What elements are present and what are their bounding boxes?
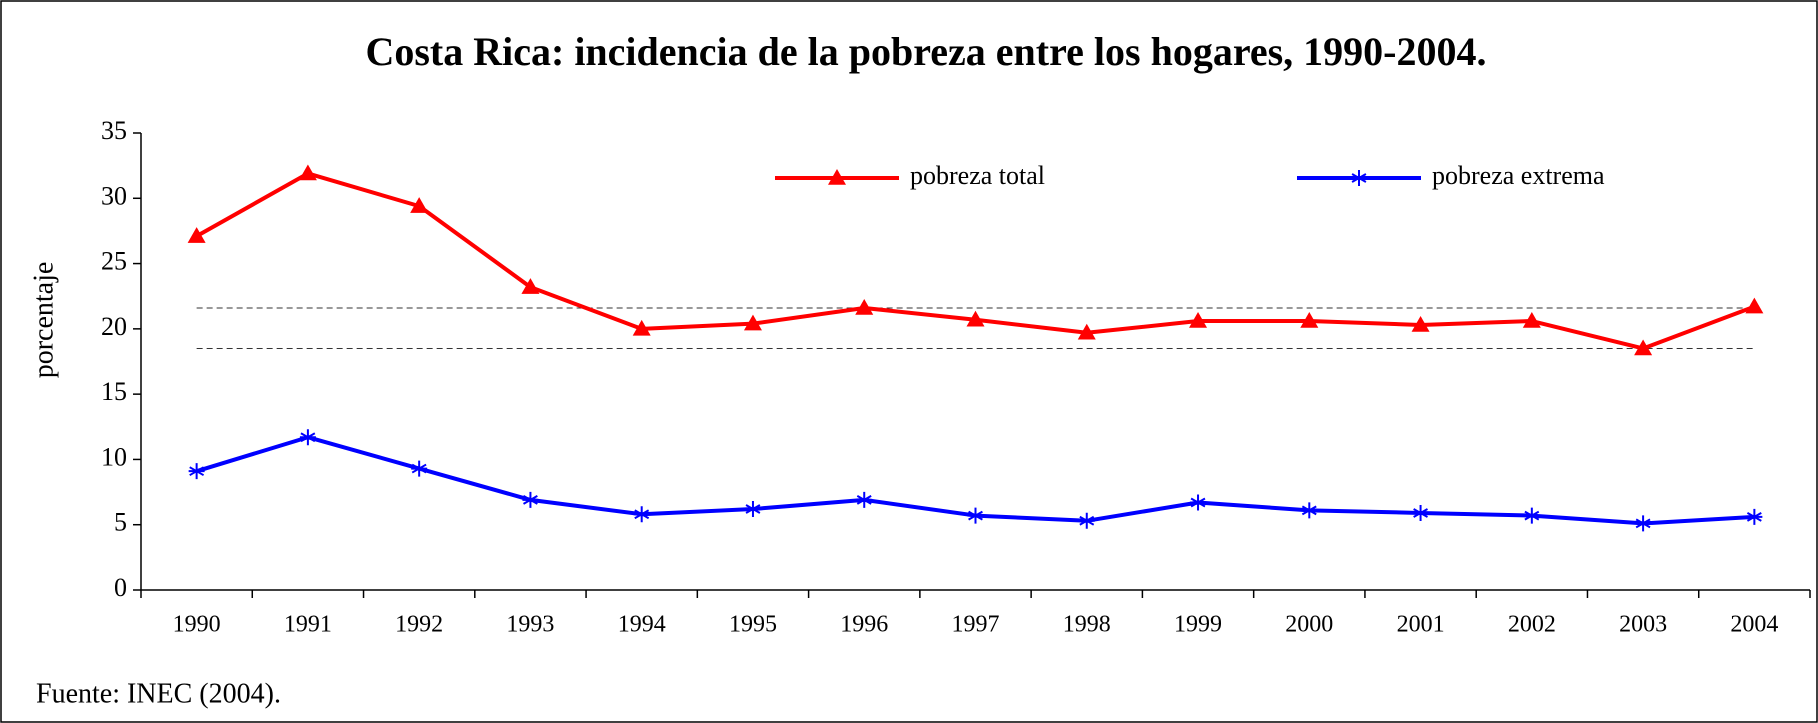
marker: [744, 501, 761, 518]
marker: [298, 164, 317, 181]
marker: [855, 298, 874, 315]
y-tick-label: 0: [114, 573, 127, 602]
chart-title: Costa Rica: incidencia de la pobreza ent…: [365, 29, 1486, 74]
x-tick-label: 1993: [506, 612, 554, 638]
y-axis-label: porcentaje: [28, 262, 59, 379]
marker: [1411, 315, 1430, 332]
x-tick-label: 1999: [1174, 612, 1222, 638]
legend-label: pobreza extrema: [1432, 161, 1605, 190]
marker: [1745, 297, 1764, 314]
marker: [1746, 508, 1763, 525]
marker: [1412, 504, 1429, 521]
y-tick-label: 5: [114, 508, 127, 537]
x-tick-label: 2001: [1397, 612, 1445, 638]
marker: [1300, 312, 1319, 328]
x-tick-label: 1998: [1063, 612, 1111, 638]
x-tick-label: 1995: [729, 612, 777, 638]
legend-label: pobreza total: [910, 161, 1045, 190]
marker: [521, 278, 540, 294]
marker: [633, 506, 650, 523]
marker: [1190, 494, 1207, 511]
marker: [632, 319, 651, 336]
marker: [1523, 507, 1540, 524]
marker: [743, 314, 762, 331]
marker: [856, 491, 873, 508]
marker: [410, 197, 429, 213]
y-tick-label: 30: [101, 181, 127, 210]
x-tick-label: 1991: [284, 612, 332, 638]
x-tick-label: 1990: [173, 612, 221, 638]
marker: [1301, 502, 1318, 519]
marker: [1635, 515, 1652, 532]
marker: [1522, 312, 1541, 328]
x-tick-label: 1997: [952, 612, 1000, 638]
marker: [1078, 512, 1095, 529]
y-tick-label: 15: [101, 377, 127, 406]
marker: [411, 460, 428, 477]
x-tick-label: 1992: [395, 612, 443, 638]
x-tick-label: 2004: [1730, 612, 1778, 638]
y-tick-label: 35: [101, 116, 127, 145]
marker: [967, 507, 984, 524]
marker: [187, 227, 206, 243]
y-tick-label: 25: [101, 247, 127, 276]
marker: [188, 463, 205, 480]
marker: [828, 169, 846, 185]
marker: [299, 429, 316, 446]
y-tick-label: 20: [101, 312, 127, 341]
marker: [1634, 339, 1653, 356]
marker: [1351, 170, 1367, 186]
x-tick-label: 2003: [1619, 612, 1667, 638]
marker: [1077, 323, 1096, 340]
marker: [1189, 312, 1208, 328]
x-tick-label: 1994: [618, 612, 666, 638]
marker: [522, 491, 539, 508]
y-tick-label: 10: [101, 442, 127, 471]
marker: [966, 310, 985, 327]
x-tick-label: 2000: [1285, 612, 1333, 638]
source-note: Fuente: INEC (2004).: [36, 678, 281, 709]
x-tick-label: 1996: [840, 612, 888, 638]
x-tick-label: 2002: [1508, 612, 1556, 638]
